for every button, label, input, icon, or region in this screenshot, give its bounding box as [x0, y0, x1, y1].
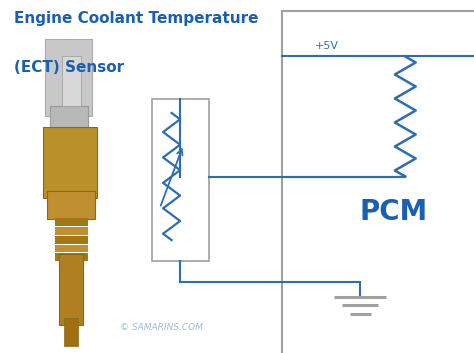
Bar: [55, 253, 88, 261]
Bar: [55, 218, 88, 226]
Bar: [50, 106, 88, 134]
Bar: [55, 227, 88, 235]
Bar: [47, 191, 95, 219]
Bar: [43, 127, 97, 198]
Text: +5V: +5V: [315, 41, 339, 51]
Text: PCM: PCM: [359, 198, 428, 226]
Bar: [59, 254, 83, 325]
Text: Engine Coolant Temperature: Engine Coolant Temperature: [14, 11, 259, 25]
Bar: [64, 318, 78, 346]
Text: (ECT) Sensor: (ECT) Sensor: [14, 60, 124, 75]
Bar: [55, 236, 88, 244]
Bar: [62, 56, 81, 106]
Bar: [152, 99, 209, 261]
Bar: [55, 245, 88, 252]
Text: © SAMARINS.COM: © SAMARINS.COM: [119, 323, 203, 332]
Bar: [45, 39, 92, 116]
